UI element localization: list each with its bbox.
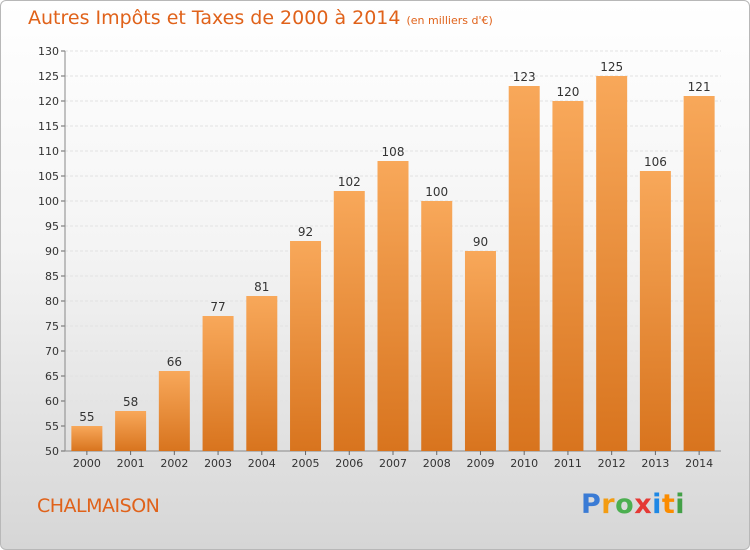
y-tick-label: 50 — [45, 445, 59, 458]
y-tick-label: 60 — [45, 395, 59, 408]
x-tick-label: 2004 — [248, 457, 276, 470]
data-label: 120 — [556, 85, 579, 99]
x-tick-label: 2006 — [335, 457, 363, 470]
x-tick-label: 2005 — [292, 457, 320, 470]
y-tick-label: 125 — [38, 70, 59, 83]
logo-letter: x — [634, 489, 653, 520]
y-tick-label: 90 — [45, 245, 59, 258]
x-tick-label: 2000 — [73, 457, 101, 470]
data-label: 77 — [210, 300, 225, 314]
data-label: 102 — [338, 175, 361, 189]
bar — [158, 371, 190, 451]
y-tick-label: 100 — [38, 195, 59, 208]
y-tick-label: 65 — [45, 370, 59, 383]
bar — [421, 201, 453, 451]
x-tick-label: 2002 — [160, 457, 188, 470]
bar — [464, 251, 496, 451]
y-tick-label: 70 — [45, 345, 59, 358]
y-tick-label: 130 — [38, 45, 59, 58]
bar — [333, 191, 365, 451]
bar — [202, 316, 234, 451]
commune-name: CHALMAISON — [37, 495, 160, 517]
data-label: 108 — [382, 145, 405, 159]
y-tick-label: 105 — [38, 170, 59, 183]
bar — [71, 426, 103, 451]
logo-letter: i — [652, 489, 662, 520]
logo-letter: r — [601, 489, 616, 520]
x-tick-label: 2007 — [379, 457, 407, 470]
data-label: 106 — [644, 155, 667, 169]
x-tick-label: 2013 — [641, 457, 669, 470]
bar — [508, 86, 540, 451]
data-label: 66 — [167, 355, 182, 369]
logo-letter: i — [675, 489, 686, 520]
x-tick-label: 2011 — [554, 457, 582, 470]
bar — [552, 101, 584, 451]
data-label: 121 — [688, 80, 711, 94]
x-tick-label: 2003 — [204, 457, 232, 470]
bar — [290, 241, 322, 451]
data-label: 90 — [473, 235, 488, 249]
chart-title-text: Autres Impôts et Taxes de 2000 à 2014 — [28, 7, 401, 29]
data-label: 58 — [123, 395, 138, 409]
chart-title: Autres Impôts et Taxes de 2000 à 2014 (en… — [28, 7, 493, 29]
bar — [246, 296, 278, 451]
bar — [596, 76, 628, 451]
y-tick-label: 95 — [45, 220, 59, 233]
y-tick-label: 115 — [38, 120, 59, 133]
bar — [683, 96, 715, 451]
y-tick-label: 55 — [45, 420, 59, 433]
x-tick-label: 2012 — [598, 457, 626, 470]
x-tick-label: 2009 — [466, 457, 494, 470]
y-tick-label: 80 — [45, 295, 59, 308]
y-tick-label: 85 — [45, 270, 59, 283]
x-tick-label: 2001 — [117, 457, 145, 470]
bar — [115, 411, 147, 451]
logo-letter: t — [661, 489, 676, 520]
y-tick-label: 110 — [38, 145, 59, 158]
x-tick-label: 2014 — [685, 457, 713, 470]
chart-unit: (en milliers d'€) — [406, 14, 493, 27]
logo-letter: o — [615, 489, 635, 520]
y-tick-label: 75 — [45, 320, 59, 333]
x-tick-label: 2010 — [510, 457, 538, 470]
bar — [639, 171, 671, 451]
data-label: 123 — [513, 70, 536, 84]
data-label: 100 — [425, 185, 448, 199]
proxiti-logo: Proxiti — [581, 489, 685, 520]
data-label: 125 — [600, 60, 623, 74]
data-label: 92 — [298, 225, 313, 239]
data-label: 81 — [254, 280, 269, 294]
bar — [377, 161, 409, 451]
x-tick-label: 2008 — [423, 457, 451, 470]
logo-letter: P — [581, 489, 602, 520]
y-tick-label: 120 — [38, 95, 59, 108]
data-label: 55 — [79, 410, 94, 424]
